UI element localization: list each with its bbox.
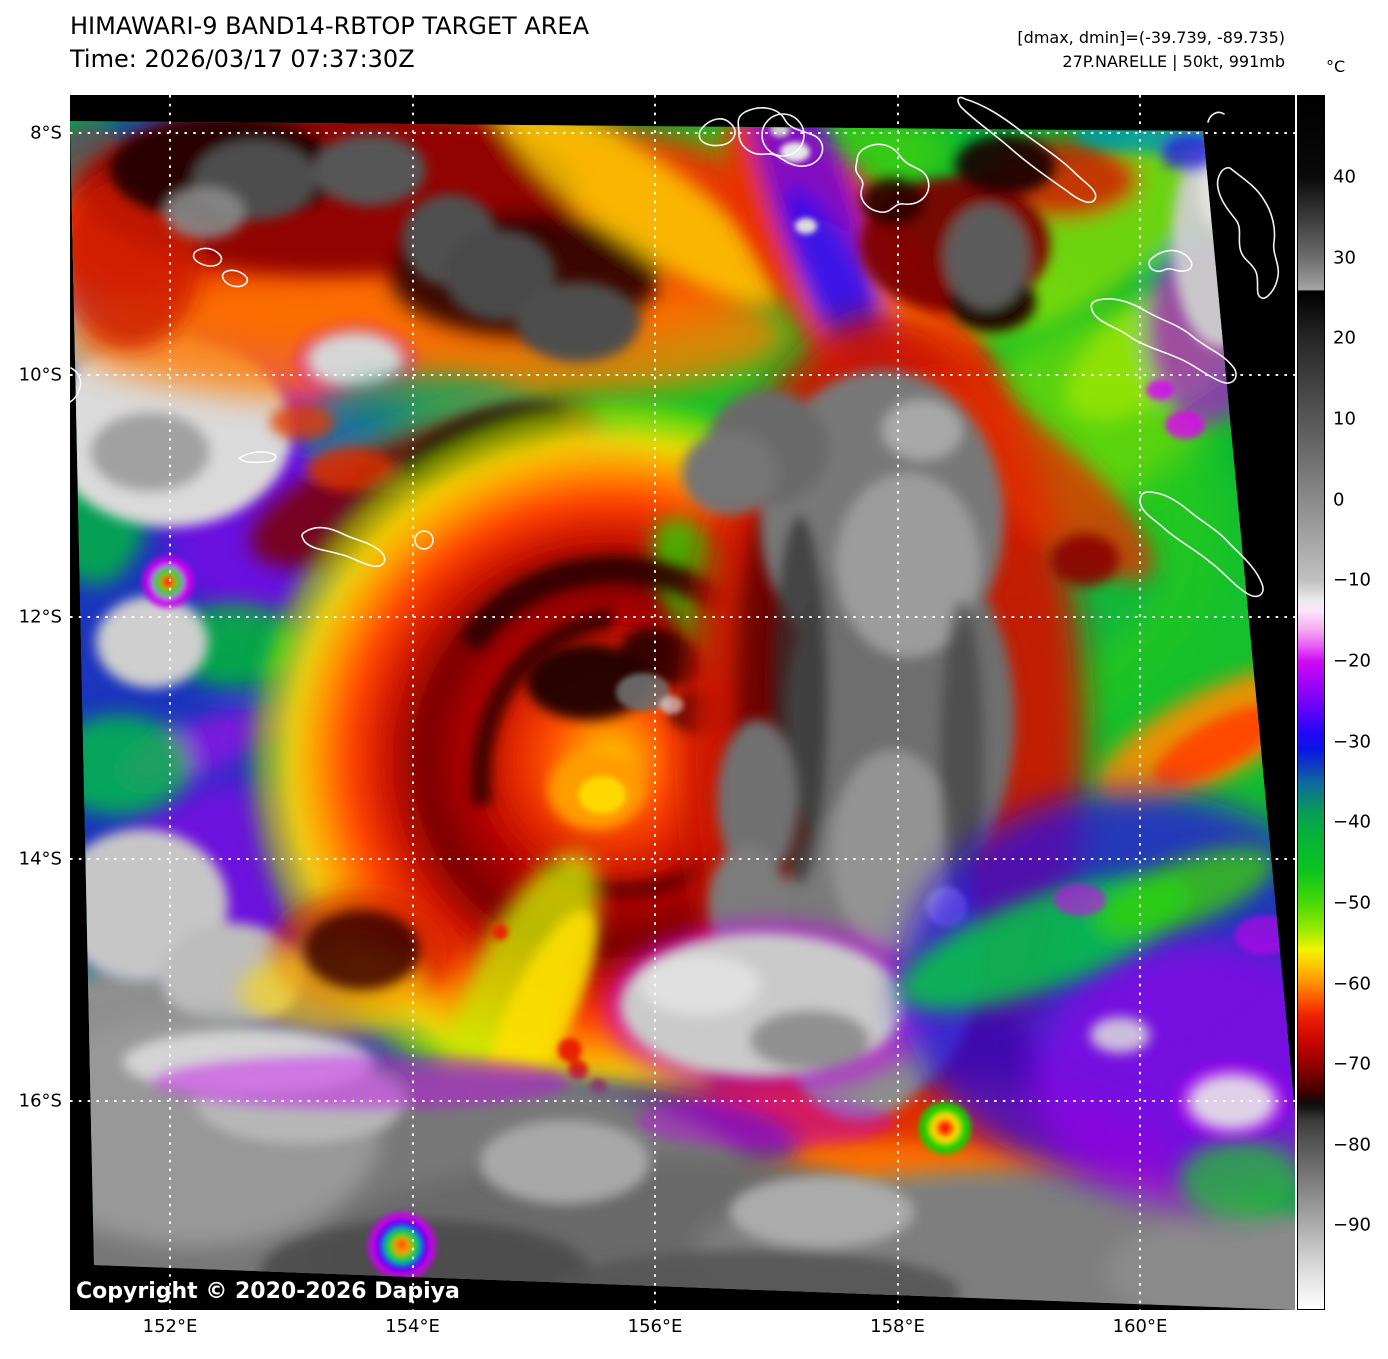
colorbar-tick-label: −70 [1333, 1053, 1371, 1075]
lat-tick-label: 10°S [18, 364, 62, 386]
lat-tick-label: 14°S [18, 848, 62, 870]
annotation-block: [dmax, dmin]=(-39.739, -89.735) 27P.NARE… [1017, 26, 1285, 74]
satellite-image [70, 95, 1295, 1310]
lon-tick-label: 160°E [1112, 1316, 1168, 1337]
dmax-dmin-annotation: [dmax, dmin]=(-39.739, -89.735) [1017, 28, 1285, 47]
colorbar-tick-label: −90 [1333, 1214, 1371, 1236]
lat-tick-label: 8°S [30, 122, 62, 144]
colorbar-tick-label: 10 [1333, 408, 1356, 430]
title-line: HIMAWARI-9 BAND14-RBTOP TARGET AREA [70, 12, 590, 40]
colorbar-tick-label: −60 [1333, 973, 1371, 994]
storm-annotation: 27P.NARELLE | 50kt, 991mb [1062, 52, 1285, 71]
colorbar-tick-label: 0 [1333, 489, 1345, 511]
colorbar-tick-label: −20 [1333, 650, 1371, 672]
colorbar-tick-label: −30 [1333, 731, 1371, 753]
colorbar-tick-label: −40 [1333, 811, 1371, 833]
temperature-colorbar [1297, 95, 1325, 1310]
lat-tick-label: 16°S [18, 1090, 62, 1112]
colorbar-unit-label: °C [1326, 57, 1346, 76]
graticule [70, 95, 1295, 1310]
colorbar-tick-label: −50 [1333, 892, 1371, 914]
lon-tick-label: 154°E [385, 1316, 440, 1337]
lon-tick-label: 152°E [142, 1316, 198, 1337]
lon-tick-label: 158°E [870, 1316, 925, 1337]
lon-tick-label: 156°E [627, 1316, 683, 1337]
coastline-outlines [70, 96, 1280, 598]
colorbar-tick-label: −80 [1333, 1134, 1371, 1156]
lat-tick-label: 12°S [18, 606, 62, 628]
time-line: Time: 2026/03/17 07:37:30Z [70, 45, 415, 73]
colorbar-tick-label: 20 [1333, 327, 1356, 349]
plot-title: HIMAWARI-9 BAND14-RBTOP TARGET AREA Time… [70, 10, 589, 76]
colorbar-tick-label: −10 [1333, 569, 1371, 591]
copyright-text: Copyright © 2020-2026 Dapiya [76, 1279, 460, 1304]
colorbar-tick-label: 30 [1333, 247, 1356, 269]
map-plot-area [70, 95, 1295, 1310]
colorbar-tick-label: 40 [1333, 166, 1356, 188]
